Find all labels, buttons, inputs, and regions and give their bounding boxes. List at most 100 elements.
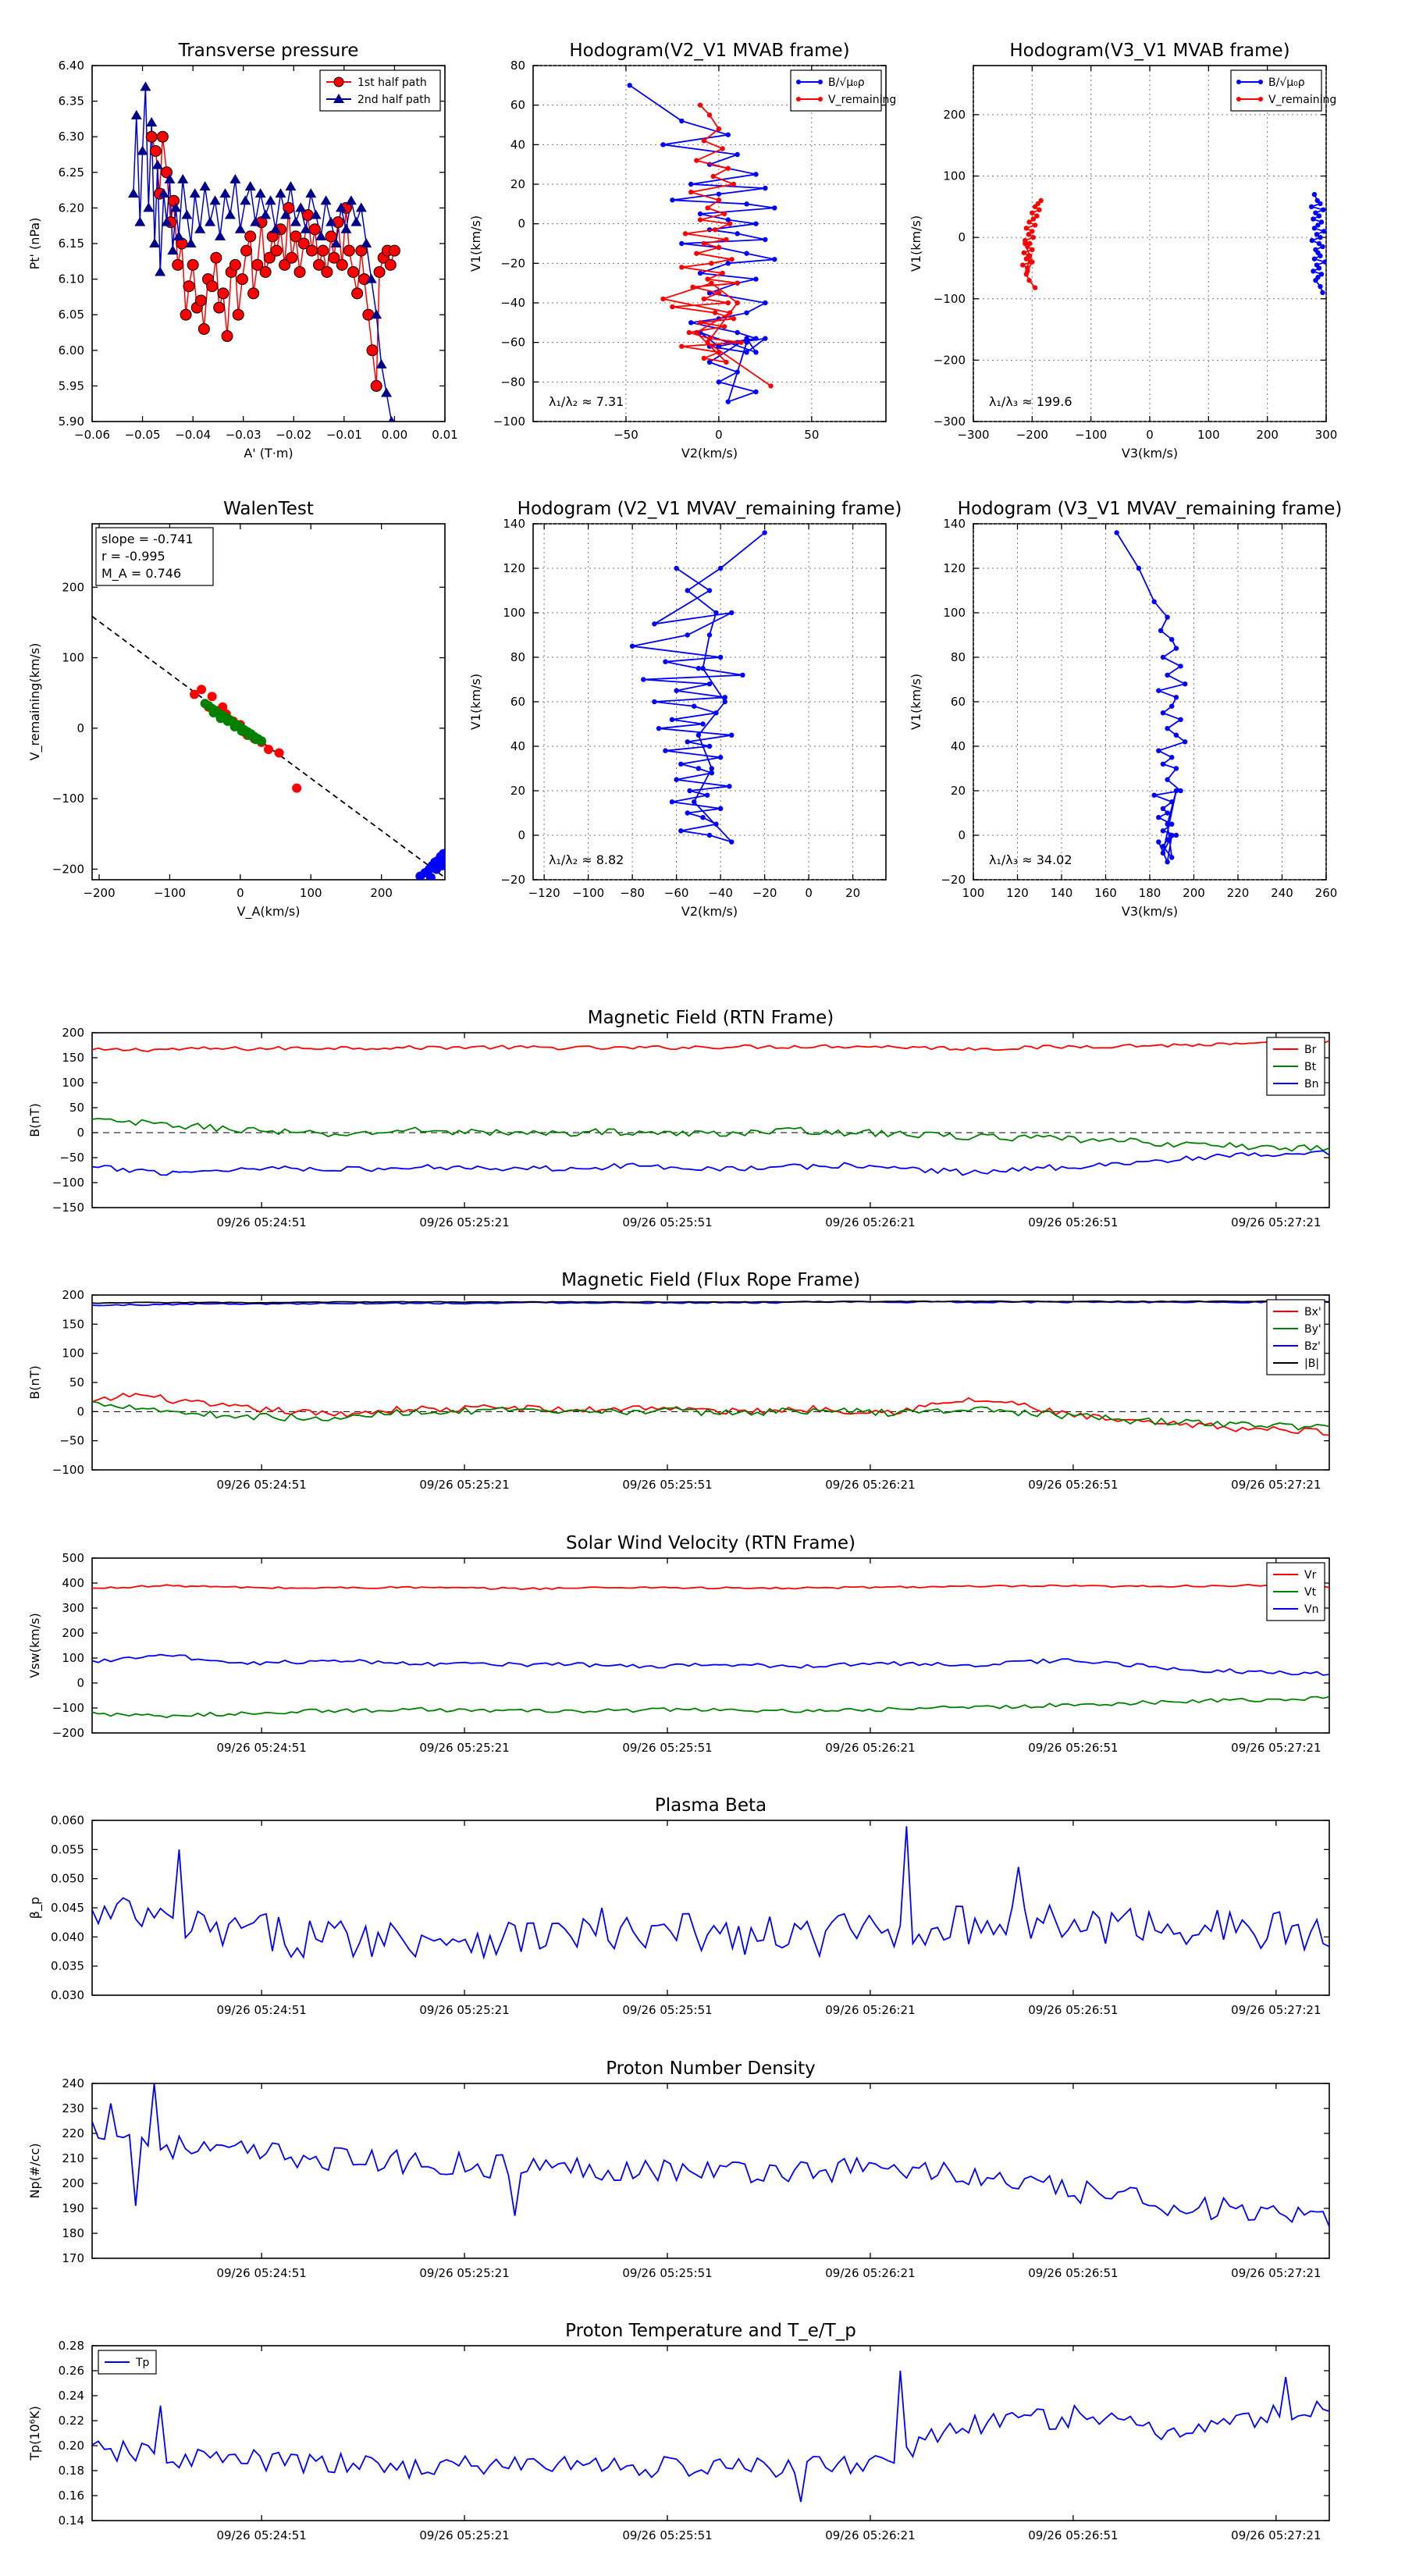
x-tick-label: 100 — [300, 886, 322, 900]
data-point-second-half — [250, 216, 261, 226]
y-axis-label: β_p — [27, 1897, 43, 1919]
hodogram-point — [1021, 250, 1026, 255]
y-tick-label: 170 — [62, 2251, 84, 2265]
walen-point — [190, 689, 200, 699]
axes-frame — [91, 1032, 1330, 1208]
y-tick-label: 120 — [503, 561, 525, 575]
data-point-second-half — [345, 195, 357, 205]
data-point-first-half — [259, 265, 272, 278]
x-tick-label: 09/26 05:26:51 — [1028, 1478, 1118, 1492]
x-tick-label: 09/26 05:25:21 — [419, 2003, 509, 2017]
y-tick-label: 0.030 — [51, 1988, 84, 2002]
data-point-second-half — [164, 173, 176, 183]
hodogram-point — [1037, 207, 1042, 212]
y-tick-label: 100 — [62, 1076, 84, 1090]
hodogram-point — [725, 165, 731, 171]
hodogram-point — [670, 197, 675, 203]
walen-point — [197, 685, 207, 695]
x-tick-label: 09/26 05:24:51 — [216, 2528, 306, 2542]
x-tick-label: 09/26 05:26:21 — [825, 1741, 915, 1755]
data-point-second-half — [325, 216, 337, 226]
data-point-first-half — [221, 330, 233, 343]
data-point-second-half — [151, 159, 163, 169]
chart-title: Solar Wind Velocity (RTN Frame) — [566, 1533, 855, 1553]
y-tick-label: 0.035 — [51, 1959, 84, 1973]
y-axis-label: V1(km/s) — [468, 215, 483, 272]
data-point-second-half — [361, 238, 372, 247]
data-point-first-half — [229, 258, 241, 271]
y-tick-label: −300 — [934, 415, 966, 429]
hodogram-point — [697, 320, 703, 326]
legend-marker — [796, 80, 801, 84]
hodogram-point — [706, 588, 713, 593]
y-tick-label: 40 — [951, 739, 966, 753]
walen-point — [292, 783, 302, 793]
data-point-second-half — [240, 195, 251, 205]
data-point-second-half — [270, 223, 282, 233]
data-point-second-half — [388, 416, 395, 422]
y-tick-label: 6.25 — [59, 165, 84, 180]
y-tick-label: 0.040 — [51, 1930, 84, 1944]
hodogram-point — [753, 350, 759, 355]
hodogram-point — [735, 369, 740, 375]
data-point-second-half — [209, 195, 221, 205]
y-tick-label: −100 — [52, 1176, 84, 1190]
hodogram-point — [1183, 681, 1188, 687]
hodogram-point — [727, 784, 732, 789]
hodogram-point — [1169, 703, 1175, 709]
hodogram-point — [1030, 247, 1035, 253]
legend-label: Tp — [135, 2357, 150, 2369]
data-point-first-half — [236, 273, 248, 286]
hodogram-point — [753, 276, 759, 282]
data-point-first-half — [270, 244, 283, 257]
eigenvalue-ratio-annotation: λ₁/λ₃ ≈ 199.6 — [989, 394, 1072, 409]
legend-label: V_remaining — [1268, 94, 1336, 106]
data-point-second-half — [181, 209, 193, 219]
data-point-second-half — [177, 173, 189, 183]
hodogram-point — [768, 383, 774, 389]
hodogram-point — [744, 350, 749, 355]
hodogram-point — [722, 695, 727, 700]
hodogram-point — [1320, 244, 1325, 250]
hodogram-point — [1160, 850, 1166, 856]
hodogram-point — [763, 185, 768, 191]
data-point-first-half — [384, 258, 397, 271]
data-point-first-half — [210, 251, 222, 264]
data-point-first-half — [293, 265, 306, 278]
chart-title: Proton Temperature and T_e/T_p — [565, 2321, 856, 2341]
x-tick-label: 09/26 05:24:51 — [216, 1215, 306, 1229]
x-tick-label: 09/26 05:26:21 — [825, 2528, 915, 2542]
legend-label: Vr — [1304, 1569, 1317, 1582]
y-tick-label: 60 — [510, 695, 525, 709]
hodogram-point — [679, 343, 685, 349]
hodogram-point — [740, 672, 745, 678]
hodogram-point — [738, 340, 744, 345]
hodogram-point — [674, 777, 679, 782]
hodogram-point — [697, 270, 703, 276]
x-tick-label: 09/26 05:25:21 — [419, 1215, 509, 1229]
x-tick-label: −50 — [614, 428, 638, 442]
x-tick-label: 0 — [237, 886, 244, 900]
legend — [790, 69, 882, 112]
y-tick-label: 80 — [951, 650, 966, 664]
data-point-first-half — [308, 223, 321, 236]
x-tick-label: −100 — [154, 886, 186, 900]
hodogram-point — [1165, 672, 1170, 678]
y-tick-label: 0 — [76, 1404, 84, 1418]
data-point-second-half — [275, 188, 286, 198]
hodogram-point — [716, 191, 722, 197]
hodogram-point — [1322, 259, 1326, 265]
data-point-second-half — [127, 188, 139, 198]
legend-label: Bz' — [1304, 1340, 1321, 1353]
hodogram-point — [1316, 213, 1322, 219]
hodogram-point — [710, 173, 716, 180]
data-point-first-half — [149, 144, 162, 157]
hodogram-point — [1173, 832, 1179, 838]
x-tick-label: 09/26 05:24:51 — [216, 1741, 306, 1755]
y-axis-label: B(nT) — [27, 1365, 42, 1399]
eigenvalue-ratio-annotation: λ₁/λ₃ ≈ 34.02 — [989, 852, 1072, 867]
bfr-timeseries-chart: Magnetic Field (Flux Rope Frame) B(nT) −10… — [27, 1270, 1330, 1492]
x-tick-label: −0.05 — [125, 428, 161, 442]
x-tick-label: −100 — [1075, 428, 1107, 442]
series-line-Vr — [92, 1583, 1329, 1591]
